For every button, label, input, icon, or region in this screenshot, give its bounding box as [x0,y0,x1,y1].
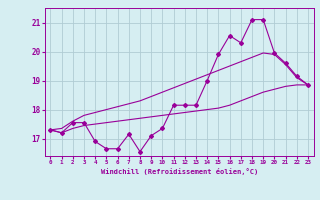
X-axis label: Windchill (Refroidissement éolien,°C): Windchill (Refroidissement éolien,°C) [100,168,258,175]
